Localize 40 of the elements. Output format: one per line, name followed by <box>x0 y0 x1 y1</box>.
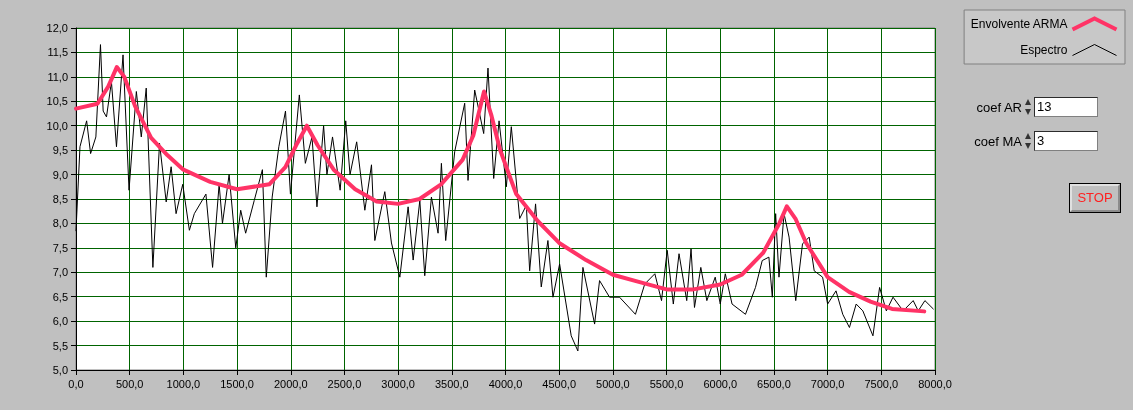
x-tick-label: 4500,0 <box>542 377 577 390</box>
y-tick-label: 5,0 <box>52 364 68 376</box>
x-tick-label: 6500,0 <box>757 377 791 390</box>
x-tick-label: 4000,0 <box>488 377 523 390</box>
text: 3 <box>1034 131 1098 151</box>
y-tick-label: 8,5 <box>52 193 68 205</box>
x-tick-label: 500,0 <box>115 377 144 390</box>
y-tick-label: 12,0 <box>46 22 68 34</box>
y-tick-label: 7,5 <box>52 241 68 254</box>
text: STOP <box>1070 184 1120 212</box>
legend-label: Envolvente ARMA <box>970 17 1068 31</box>
y-tick-label: 9,0 <box>52 168 68 181</box>
y-tick-label: 5,5 <box>52 339 68 352</box>
x-tick-label: 1500,0 <box>220 377 254 390</box>
y-tick-label: 9,5 <box>52 144 68 157</box>
y-tick-label: 10,5 <box>46 95 68 108</box>
y-tick-label: 6,5 <box>52 290 68 303</box>
x-tick-label: 8000,0 <box>918 377 952 390</box>
x-tick-label: 3500,0 <box>434 377 469 390</box>
y-tick-label: 10,0 <box>46 119 68 132</box>
legend-label: Espectro <box>1020 43 1068 57</box>
x-tick-label: 1000,0 <box>166 377 201 390</box>
x-tick-label: 6000,0 <box>703 377 738 390</box>
x-tick-label: 2000,0 <box>273 377 308 390</box>
text: coef AR <box>976 99 1022 115</box>
y-tick-label: 11,5 <box>47 46 68 59</box>
y-tick-label: 8,0 <box>52 217 68 230</box>
x-tick-label: 5500,0 <box>649 377 684 390</box>
y-tick-label: 6,0 <box>52 315 68 328</box>
x-tick-label: 2500,0 <box>327 377 362 390</box>
x-tick-label: 7500,0 <box>864 377 899 390</box>
x-tick-label: 7000,0 <box>810 377 845 390</box>
text: coef MA <box>974 133 1022 149</box>
x-tick-label: 0,0 <box>68 377 84 390</box>
y-tick-label: 11,0 <box>47 70 68 83</box>
x-tick-label: 5000,0 <box>596 377 630 390</box>
y-tick-label: 7,0 <box>52 266 68 279</box>
x-tick-label: 3000,0 <box>381 377 415 390</box>
line-series <box>74 65 927 314</box>
text: 13 <box>1034 97 1098 117</box>
